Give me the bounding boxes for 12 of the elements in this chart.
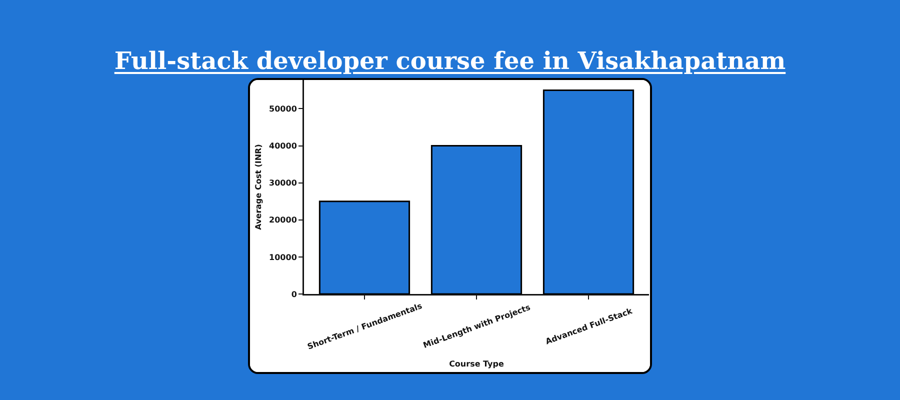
- y-tick-label: 0: [291, 290, 298, 299]
- bar: [318, 200, 410, 294]
- y-tick-label: 10000: [269, 252, 298, 262]
- bar: [542, 89, 634, 294]
- x-axis-title: Course Type: [449, 359, 504, 368]
- y-tick-label: 40000: [269, 142, 298, 151]
- y-tick-label: 50000: [269, 104, 298, 114]
- y-tick-label: 20000: [269, 216, 298, 225]
- y-axis-title: Average Cost (INR): [254, 144, 264, 230]
- bar: [430, 145, 522, 294]
- y-tick-label: 30000: [269, 178, 298, 188]
- chart-title: Full-stack developer course fee in Visakhapatnam: [113, 46, 787, 76]
